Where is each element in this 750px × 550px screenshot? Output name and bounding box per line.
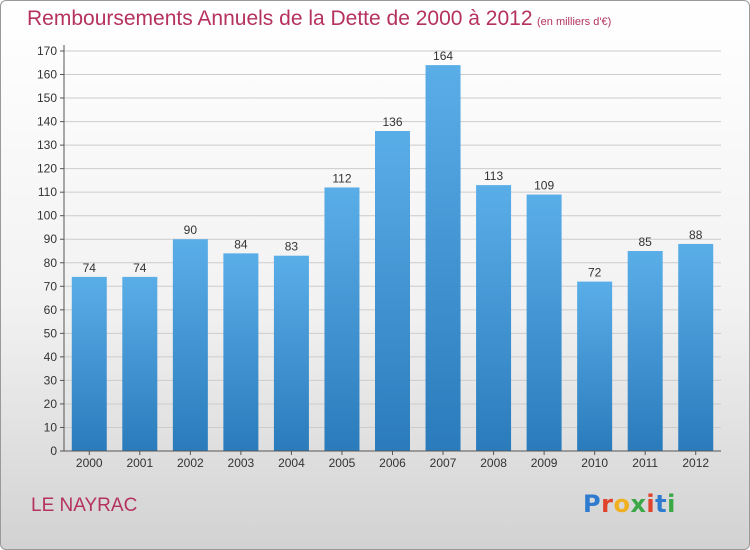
x-tick-label: 2001 xyxy=(126,456,153,470)
y-tick-label: 50 xyxy=(44,326,58,340)
x-tick-label: 2006 xyxy=(379,456,406,470)
bar xyxy=(678,243,714,451)
y-tick-label: 40 xyxy=(44,350,58,364)
x-tick-label: 2012 xyxy=(682,456,709,470)
labels: 0 10 20 30 40 50 60 70 80 90 100 110 120 130 140 150 160… xyxy=(37,44,709,470)
x-tick-label: 2007 xyxy=(430,456,457,470)
y-tick-label: 110 xyxy=(38,185,57,199)
bars xyxy=(71,65,714,451)
logo-letter: r xyxy=(601,490,614,518)
data-label: 84 xyxy=(234,237,248,251)
bar xyxy=(375,131,410,451)
x-tick-label: 2010 xyxy=(581,456,608,470)
x-tick-label: 2004 xyxy=(278,456,305,470)
x-tick-label: 2009 xyxy=(531,456,558,470)
data-label: 74 xyxy=(133,261,147,275)
bar xyxy=(526,194,562,451)
data-label: 109 xyxy=(534,179,554,193)
y-tick-label: 90 xyxy=(44,232,58,246)
logo-letter: i xyxy=(646,490,656,518)
bar xyxy=(223,253,259,451)
y-tick-label: 70 xyxy=(44,279,58,293)
data-label: 85 xyxy=(639,235,653,249)
chart-subtitle: (en milliers d'€) xyxy=(537,16,612,28)
place-name: LE NAYRAC xyxy=(31,495,138,516)
x-tick-label: 2000 xyxy=(76,456,103,470)
x-tick-label: 2008 xyxy=(480,456,507,470)
logo-letter: t xyxy=(655,490,668,518)
y-tick-label: 100 xyxy=(37,209,57,223)
logo-letter: o xyxy=(613,490,631,518)
y-tick-label: 20 xyxy=(44,397,58,411)
axes xyxy=(60,45,721,455)
y-tick-label: 120 xyxy=(37,162,57,176)
data-label: 112 xyxy=(332,171,351,185)
data-label: 74 xyxy=(83,261,97,275)
data-label: 72 xyxy=(588,266,602,280)
bar xyxy=(627,251,663,451)
bar xyxy=(324,187,360,451)
data-label: 113 xyxy=(484,169,503,183)
y-tick-label: 10 xyxy=(44,420,58,434)
data-label: 83 xyxy=(285,240,299,254)
bar xyxy=(577,281,613,451)
y-tick-label: 130 xyxy=(37,138,57,152)
bar xyxy=(172,239,208,451)
y-tick-label: 140 xyxy=(37,115,57,129)
bar xyxy=(71,276,107,451)
logo-letter: P xyxy=(583,490,602,518)
bar xyxy=(476,185,512,451)
logo-letter: i xyxy=(667,490,676,518)
x-tick-label: 2003 xyxy=(228,456,255,470)
bar xyxy=(122,276,158,451)
data-label: 164 xyxy=(433,49,453,63)
y-tick-label: 170 xyxy=(37,44,57,58)
data-label: 136 xyxy=(382,115,402,129)
y-tick-label: 80 xyxy=(44,256,58,270)
y-tick-label: 30 xyxy=(44,373,58,387)
y-tick-label: 0 xyxy=(50,444,57,458)
y-tick-label: 150 xyxy=(37,91,57,105)
bar xyxy=(273,255,309,451)
bar xyxy=(425,65,461,451)
logo-letter: x xyxy=(630,490,647,518)
data-label: 90 xyxy=(184,223,198,237)
y-tick-label: 160 xyxy=(37,68,57,82)
y-tick-label: 60 xyxy=(44,303,58,317)
chart-title: Remboursements Annuels de la Dette de 20… xyxy=(27,7,533,30)
data-label: 88 xyxy=(689,228,703,242)
x-tick-label: 2005 xyxy=(329,456,356,470)
x-tick-label: 2002 xyxy=(177,456,204,470)
proxiti-logo: Proxiti xyxy=(583,490,676,518)
x-tick-label: 2011 xyxy=(632,456,658,470)
